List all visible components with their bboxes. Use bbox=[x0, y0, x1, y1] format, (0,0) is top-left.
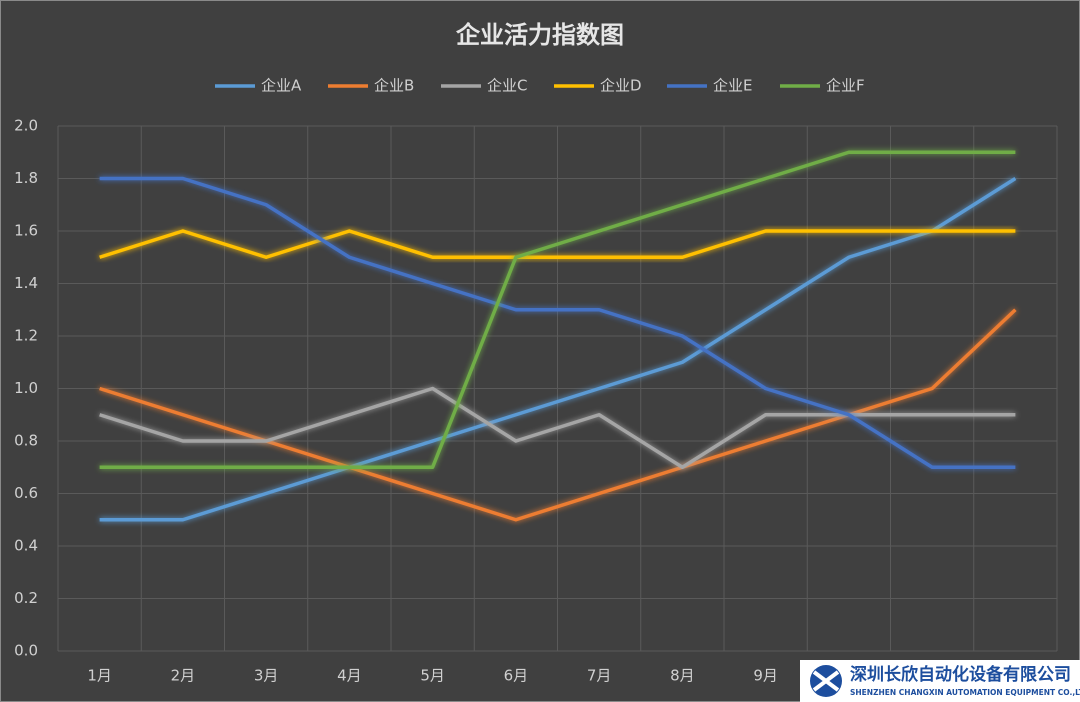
legend-label: 企业E bbox=[713, 77, 752, 95]
y-tick-label: 0.4 bbox=[14, 537, 38, 555]
x-tick-label: 3月 bbox=[254, 667, 279, 685]
series-line bbox=[99, 176, 1016, 469]
x-tick-label: 6月 bbox=[504, 667, 529, 685]
y-tick-label: 0.6 bbox=[14, 484, 38, 502]
y-tick-label: 2.0 bbox=[14, 117, 38, 135]
series-line bbox=[99, 150, 1016, 469]
series-line bbox=[99, 308, 1017, 522]
legend: 企业A 企业B 企业C 企业D 企业E 企业F bbox=[215, 77, 865, 95]
y-tick-label: 1.6 bbox=[14, 222, 38, 240]
chart-title: 企业活力指数图 bbox=[456, 21, 624, 49]
y-tick-label: 0.0 bbox=[14, 642, 38, 660]
logo-mark bbox=[812, 670, 840, 692]
y-tick-label: 0.8 bbox=[14, 432, 38, 450]
series-line bbox=[99, 386, 1016, 469]
watermark-name: 深圳长欣自动化设备有限公司 bbox=[850, 664, 1071, 685]
watermark-box bbox=[800, 660, 1080, 702]
x-tick-label: 1月 bbox=[87, 667, 112, 685]
y-tick-label: 1.0 bbox=[14, 379, 38, 397]
legend-label: 企业D bbox=[600, 77, 642, 95]
y-tick-label: 1.2 bbox=[14, 327, 38, 345]
y-tick-label: 0.2 bbox=[14, 589, 38, 607]
x-tick-label: 8月 bbox=[670, 667, 695, 685]
legend-label: 企业A bbox=[261, 77, 302, 95]
series-line bbox=[99, 229, 1016, 259]
x-tick-label: 2月 bbox=[171, 667, 196, 685]
y-tick-label: 1.4 bbox=[14, 274, 38, 292]
series-line bbox=[99, 177, 1017, 522]
legend-label: 企业B bbox=[374, 77, 414, 95]
y-tick-label: 1.8 bbox=[14, 169, 38, 187]
x-tick-label: 5月 bbox=[420, 667, 445, 685]
watermark: 深圳长欣自动化设备有限公司 SHENZHEN CHANGXIN AUTOMATI… bbox=[800, 660, 1080, 702]
watermark-subtitle: SHENZHEN CHANGXIN AUTOMATION EQUIPMENT C… bbox=[850, 688, 1080, 697]
legend-label: 企业F bbox=[826, 77, 865, 95]
legend-label: 企业C bbox=[487, 77, 527, 95]
x-tick-label: 7月 bbox=[587, 667, 612, 685]
x-tick-label: 4月 bbox=[337, 667, 362, 685]
x-tick-label: 9月 bbox=[753, 667, 778, 685]
plot bbox=[99, 150, 1017, 522]
